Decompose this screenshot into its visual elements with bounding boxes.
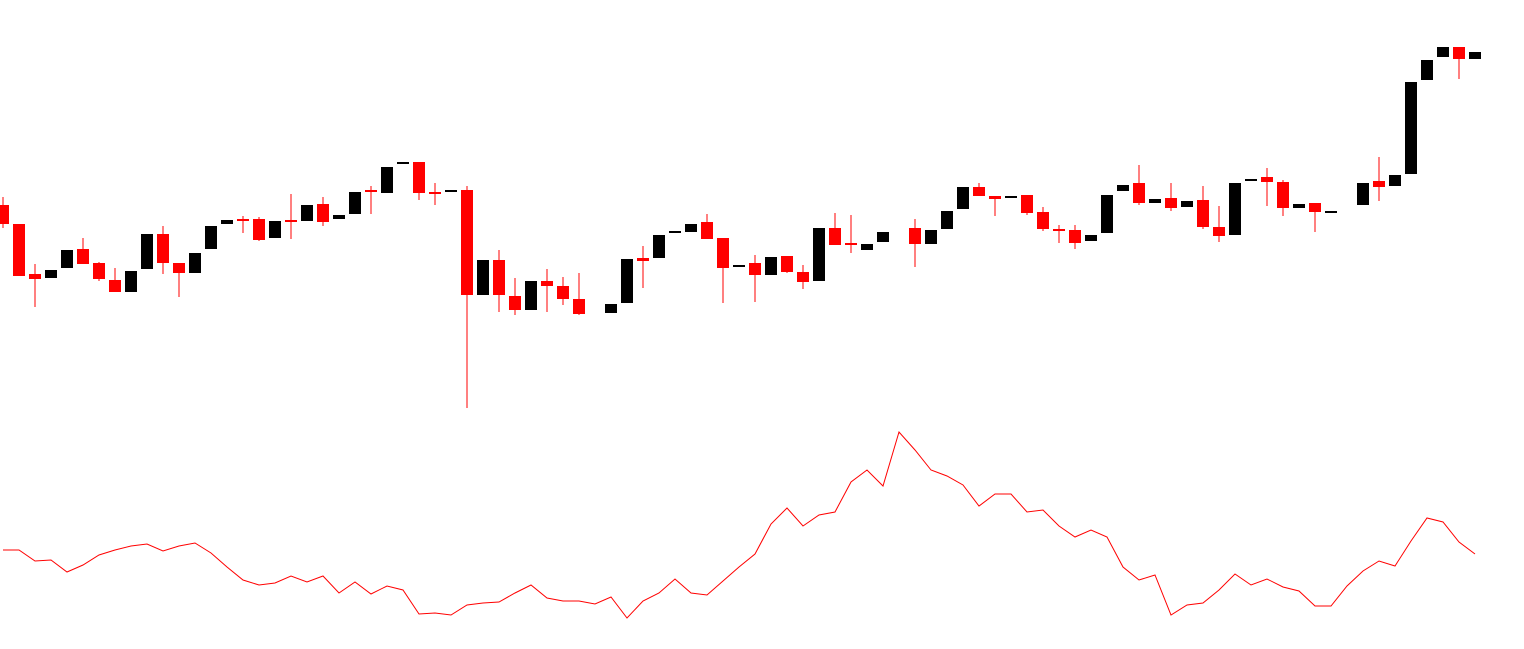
- candle-body: [1213, 227, 1225, 236]
- candle-body: [1165, 198, 1177, 208]
- candle-body: [525, 281, 537, 310]
- candle-body: [477, 260, 489, 295]
- candle-body: [461, 190, 473, 295]
- candle-body: [125, 271, 137, 292]
- candle-body: [269, 221, 281, 238]
- candle-body: [349, 192, 361, 214]
- candle-body: [1133, 183, 1145, 203]
- candle-body: [0, 205, 9, 224]
- candle-body: [1021, 195, 1033, 213]
- candle-body: [1469, 52, 1481, 59]
- candle-body: [317, 204, 329, 222]
- candle-body: [557, 286, 569, 299]
- candle-body: [781, 256, 793, 272]
- candle-body: [493, 260, 505, 295]
- candle-body: [909, 228, 921, 244]
- candle-body: [333, 215, 345, 219]
- candle-body: [189, 253, 201, 273]
- candle-body: [285, 220, 297, 222]
- candle-body: [1357, 183, 1369, 205]
- candle-body: [541, 281, 553, 286]
- candle-body: [1053, 229, 1065, 231]
- candle-body: [925, 230, 937, 244]
- candle-body: [957, 187, 969, 209]
- candle-body: [989, 196, 1001, 199]
- candle-body: [1453, 47, 1465, 59]
- candle-body: [829, 228, 841, 245]
- candle-body: [1117, 185, 1129, 191]
- candle-body: [221, 220, 233, 224]
- candle-body: [733, 265, 745, 267]
- candle-body: [941, 211, 953, 229]
- candle-body: [669, 231, 681, 233]
- candle-body: [1069, 230, 1081, 243]
- candle-body: [141, 234, 153, 269]
- candle-body: [637, 258, 649, 261]
- candle-body: [749, 263, 761, 275]
- candle-body: [61, 250, 73, 268]
- candle-body: [605, 304, 617, 313]
- candle-body: [109, 280, 121, 292]
- candle-body: [701, 222, 713, 239]
- candle-body: [1181, 201, 1193, 207]
- candle-body: [1437, 47, 1449, 57]
- candle-body: [77, 249, 89, 264]
- candle-body: [429, 192, 441, 194]
- candle-body: [253, 219, 265, 240]
- candle-body: [1293, 204, 1305, 208]
- candle-body: [1405, 82, 1417, 174]
- candle-body: [1373, 181, 1385, 187]
- candle-body: [845, 243, 857, 245]
- candle-body: [413, 162, 425, 193]
- candle-body: [509, 296, 521, 310]
- candle-body: [45, 270, 57, 278]
- candle-body: [13, 224, 25, 276]
- candle-body: [1261, 177, 1273, 182]
- candle-body: [973, 187, 985, 196]
- candle-body: [797, 272, 809, 282]
- candle-body: [1309, 203, 1321, 212]
- candle-body: [685, 224, 697, 232]
- candle-body: [1085, 235, 1097, 241]
- candle-body: [653, 235, 665, 258]
- candle-body: [1325, 211, 1337, 213]
- candle-body: [813, 228, 825, 281]
- candle-body: [1149, 199, 1161, 203]
- indicator-line: [3, 430, 1476, 619]
- candle-body: [573, 299, 585, 314]
- candle-body: [1389, 175, 1401, 186]
- candle-body: [29, 274, 41, 279]
- candle-body: [397, 162, 409, 164]
- candle-body: [173, 263, 185, 273]
- candle-body: [157, 234, 169, 263]
- candle-body: [1229, 183, 1241, 235]
- candle-body: [1005, 196, 1017, 198]
- candle-body: [861, 244, 873, 250]
- candle-body: [877, 232, 889, 242]
- candle-body: [1245, 179, 1257, 181]
- candle-body: [1197, 200, 1209, 227]
- candle-body: [445, 190, 457, 192]
- candle-body: [93, 263, 105, 279]
- candle-body: [621, 259, 633, 303]
- candle-body: [717, 238, 729, 268]
- candle-body: [1421, 60, 1433, 80]
- candle-body: [1101, 195, 1113, 233]
- candle-body: [205, 226, 217, 249]
- candle-body: [301, 205, 313, 221]
- candle-body: [1037, 212, 1049, 229]
- candle-body: [365, 190, 377, 192]
- candle-body: [381, 167, 393, 193]
- candle-body: [1277, 182, 1289, 208]
- candle-body: [237, 219, 249, 221]
- candle-body: [765, 257, 777, 275]
